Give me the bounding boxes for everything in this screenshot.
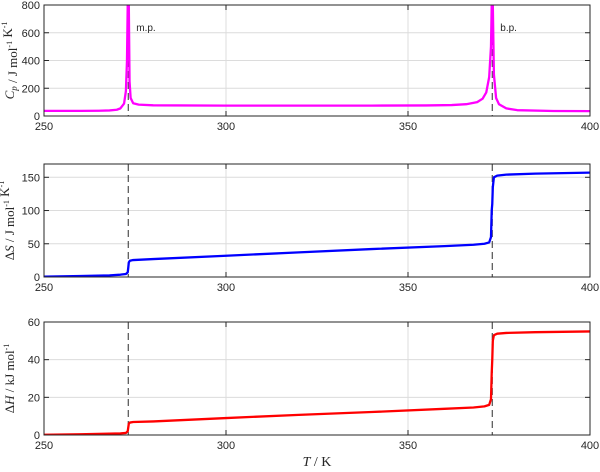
y-tick-label: 100 [22, 206, 40, 218]
y-tick-label: 50 [28, 239, 40, 251]
y-tick-label: 600 [22, 28, 40, 40]
y-axis-label: Cp / J mol-1 K-1 [0, 22, 20, 100]
axes-box [43, 163, 591, 278]
x-axis-label: T / K [303, 455, 332, 470]
x-tick-label: 300 [217, 282, 235, 294]
series-line [44, 171, 590, 277]
x-tick-label: 400 [581, 282, 599, 294]
y-axis-label: ΔS / J mol-1 K-1 [0, 181, 17, 261]
y-tick-label: 60 [28, 317, 40, 329]
x-tick-label: 400 [581, 121, 599, 133]
x-tick-label: 250 [35, 282, 53, 294]
series-line [44, 5, 590, 113]
x-tick-label: 400 [581, 440, 599, 452]
transition-label: m.p. [136, 23, 155, 34]
series-line [44, 330, 590, 435]
y-tick-label: 0 [34, 430, 40, 442]
y-tick-label: 150 [22, 172, 40, 184]
y-tick-label: 400 [22, 56, 40, 68]
transition-label: b.p. [500, 23, 517, 34]
y-tick-label: 40 [28, 355, 40, 367]
x-tick-label: 300 [217, 440, 235, 452]
y-tick-label: 800 [22, 0, 40, 12]
panel-entropy-change: 250 300 350 400 0 50 100 150 ΔS / J mol-1 K-1 [0, 163, 599, 294]
y-tick-label: 0 [34, 111, 40, 123]
y-tick-label: 0 [34, 272, 40, 284]
axes-box [43, 321, 591, 436]
panel-enthalpy-change: 250 300 350 400 0 20 40 60 ΔH / kJ mol-1 T / K [2, 317, 599, 470]
x-tick-label: 250 [35, 121, 53, 133]
y-tick-label: 200 [22, 83, 40, 95]
x-tick-label: 250 [35, 440, 53, 452]
y-axis-label: ΔH / kJ mol-1 [2, 344, 17, 414]
y-tick-label: 20 [28, 392, 40, 404]
x-tick-label: 350 [399, 282, 417, 294]
x-tick-label: 300 [217, 121, 235, 133]
x-tick-label: 350 [399, 121, 417, 133]
x-tick-label: 350 [399, 440, 417, 452]
